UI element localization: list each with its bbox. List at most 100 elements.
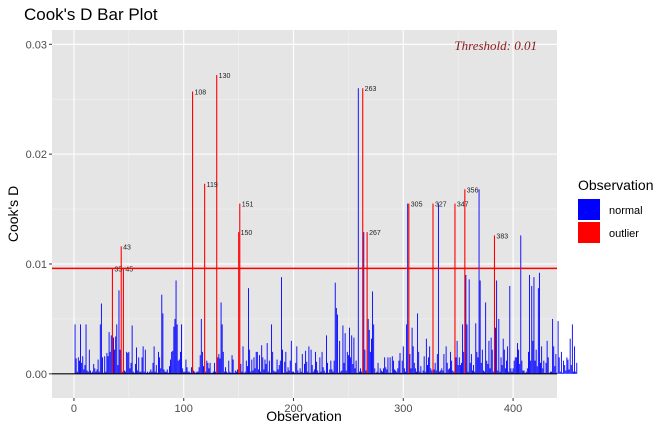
bar-normal xyxy=(312,371,314,374)
bar-normal xyxy=(482,370,484,374)
bar-normal xyxy=(271,324,273,374)
bar-normal xyxy=(353,337,355,374)
bar-normal xyxy=(252,370,254,374)
bar-normal xyxy=(376,371,378,374)
bar-normal xyxy=(430,368,432,374)
bar-normal xyxy=(138,357,140,374)
bar-normal xyxy=(208,368,210,374)
bar-normal xyxy=(411,327,413,374)
bar-normal xyxy=(542,368,544,374)
outlier-label: 383 xyxy=(496,233,508,240)
bar-normal xyxy=(184,371,186,374)
bar-normal xyxy=(364,349,366,374)
bar-outlier xyxy=(454,203,456,374)
bar-normal xyxy=(89,370,91,374)
bar-outlier xyxy=(408,203,410,374)
bar-normal xyxy=(498,318,500,374)
bar-normal xyxy=(116,324,118,374)
bar-normal xyxy=(422,370,424,374)
bar-normal xyxy=(100,303,102,374)
bar-normal xyxy=(512,368,514,374)
outlier-label: 305 xyxy=(411,202,423,209)
bar-normal xyxy=(267,371,269,374)
bar-normal xyxy=(526,368,528,374)
outlier-label: 267 xyxy=(369,230,381,237)
bar-normal xyxy=(321,351,323,374)
bar-normal xyxy=(423,356,425,374)
bar-normal xyxy=(205,371,207,374)
bar-normal xyxy=(531,285,533,374)
bar-normal xyxy=(521,360,523,374)
bar-normal xyxy=(273,370,275,374)
bar-normal xyxy=(357,88,359,374)
bar-normal xyxy=(174,318,176,374)
bar-normal xyxy=(311,365,313,374)
bar-normal xyxy=(109,351,111,374)
bar-normal xyxy=(508,371,510,374)
bar-normal xyxy=(151,371,153,374)
bar-normal xyxy=(190,367,192,374)
bar-normal xyxy=(346,351,348,374)
bar-normal xyxy=(226,371,228,374)
bar-normal xyxy=(102,357,103,374)
bar-normal xyxy=(386,369,388,374)
legend: Observation normal outlier xyxy=(578,177,653,243)
bar-normal xyxy=(107,356,109,374)
bar-normal xyxy=(547,357,549,374)
bar-normal xyxy=(113,337,114,374)
bar-normal xyxy=(534,360,536,374)
bar-normal xyxy=(155,365,157,374)
bar-normal xyxy=(253,357,255,374)
y-tick-label: 0.00 xyxy=(26,369,47,381)
bar-normal xyxy=(399,352,401,374)
bar-normal xyxy=(456,340,458,374)
bar-normal xyxy=(564,365,566,374)
bar-normal xyxy=(95,371,97,374)
bar-normal xyxy=(81,362,83,374)
bar-normal xyxy=(310,349,312,374)
bar-normal xyxy=(149,371,151,374)
bar-normal xyxy=(188,371,190,374)
x-tick-label: 200 xyxy=(284,403,302,415)
bar-normal xyxy=(282,349,283,374)
bar-normal xyxy=(406,324,408,374)
bar-normal xyxy=(98,371,100,374)
bar-outlier xyxy=(464,189,466,374)
bar-normal xyxy=(458,357,460,374)
bar-normal xyxy=(289,360,291,374)
bar-normal xyxy=(212,371,214,374)
bars xyxy=(74,75,578,374)
bar-normal xyxy=(374,368,376,374)
bar-normal xyxy=(466,324,468,374)
bar-normal xyxy=(558,357,560,374)
bar-normal xyxy=(193,370,195,374)
bar-normal xyxy=(529,274,531,374)
bar-normal xyxy=(538,272,540,374)
bar-normal xyxy=(264,359,266,374)
bar-normal xyxy=(573,371,574,374)
bar-normal xyxy=(446,362,448,374)
bar-normal xyxy=(276,359,278,374)
bar-normal xyxy=(327,362,329,374)
bar-normal xyxy=(495,327,496,374)
bar-normal xyxy=(419,371,421,374)
bar-normal xyxy=(241,371,243,374)
bar-normal xyxy=(568,369,570,374)
bar-normal xyxy=(117,365,119,374)
bar-normal xyxy=(274,371,276,374)
bar-normal xyxy=(385,367,387,374)
bar-normal xyxy=(136,347,137,374)
bar-normal xyxy=(478,189,480,374)
outlier-label: 43 xyxy=(123,244,131,251)
bar-normal xyxy=(118,290,120,374)
bar-normal xyxy=(207,362,209,374)
bar-normal xyxy=(132,371,134,374)
bar-normal xyxy=(199,355,201,374)
bar-normal xyxy=(380,370,382,374)
bar-normal xyxy=(409,354,411,374)
bar-normal xyxy=(261,345,263,374)
bar-normal xyxy=(249,349,251,374)
bar-normal xyxy=(169,366,170,374)
bar-normal xyxy=(260,371,262,374)
bar-outlier xyxy=(111,268,113,374)
